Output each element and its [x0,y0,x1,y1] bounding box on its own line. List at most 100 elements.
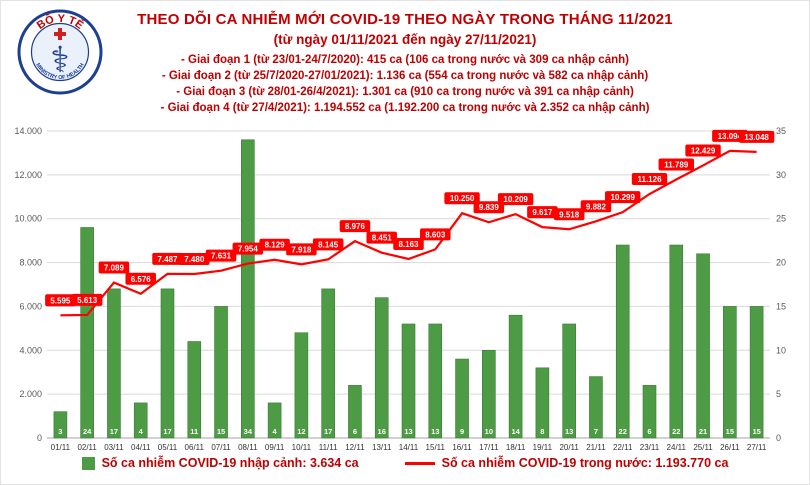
bar-value-label: 13 [404,427,412,436]
line-label-box [738,130,775,143]
line-value-label: 9.882 [586,202,607,211]
line-label-box [45,294,76,307]
line-value-label: 7.954 [238,245,259,254]
bar-value-label: 4 [273,427,278,436]
domestic-line-labels: 5.595 5.613 7.089 6.576 7.487 7.480 7.631 7.954… [45,129,775,307]
bar-value-label: 17 [324,427,332,436]
bar-18/11 [508,314,523,439]
bar-value-label: 9 [460,427,464,436]
bar-15/11 [428,323,443,439]
x-axis-label: 12/11 [345,443,365,452]
x-axis-label: 05/11 [158,443,178,452]
legend-item-imported: Số ca nhiễm COVID-19 nhập cảnh: 3.634 ca [81,456,359,470]
bar-08/11 [241,139,255,439]
bar-value-label: 13 [565,427,573,436]
chart-legend: Số ca nhiễm COVID-19 nhập cảnh: 3.634 ca… [1,456,809,470]
line-label-box [685,144,721,157]
stage-2-summary: - Giai đoạn 2 (từ 25/7/2020-27/01/2021):… [161,70,649,82]
bar-26/11 [723,306,737,439]
line-value-label: 10.209 [503,195,528,204]
bar-value-label: 15 [752,427,760,436]
x-axis-label: 20/11 [559,443,579,452]
bar-value-label: 13 [431,427,439,436]
bar-06/11 [187,341,202,439]
bar-01/11 [53,411,68,439]
x-axis-label: 10/11 [292,443,312,452]
bar-20/11 [562,323,576,439]
stage-summary-block: - Giai đoạn 1 (từ 23/01-24/7/2020): 415 … [1,52,809,116]
line-label-box [420,228,451,241]
line-value-label: 5.613 [77,296,98,305]
line-value-label: 7.631 [211,252,232,261]
x-axis-label: 08/11 [238,443,258,452]
bar-value-label: 22 [619,427,627,436]
line-value-label: 8.163 [398,240,419,249]
page-subtitle: (từ ngày 01/11/2021 đến ngày 27/11/2021) [273,32,537,47]
line-label-box [444,192,480,205]
right-axis-tick-label: 30 [776,170,786,180]
line-label-box [152,252,183,265]
logo-top-text: BỘ Y TẾ [35,13,86,32]
bar-value-label: 22 [672,427,680,436]
line-value-label: 8.976 [345,222,366,231]
x-axis-label: 26/11 [720,443,740,452]
bar-value-label: 6 [647,427,651,436]
line-value-label: 8.145 [318,240,339,249]
x-axis-label: 17/11 [479,443,499,452]
right-axis-tick-label: 20 [776,258,786,268]
x-axis-label: 19/11 [533,443,553,452]
x-axis-label: 07/11 [211,443,231,452]
x-axis-label: 11/11 [319,443,338,452]
line-label-box [658,158,694,171]
bar-value-label: 34 [244,427,253,436]
line-label-box [71,293,103,306]
bar-value-label: 11 [190,427,198,436]
bar-23/11 [642,385,657,439]
right-axis-tick-label: 35 [776,126,786,136]
line-label-box [259,238,290,251]
line-value-label: 11.126 [637,175,662,184]
left-axis-tick-label: 10.000 [14,214,42,224]
left-axis-tick-label: 12.000 [14,170,42,180]
line-value-label: 9.518 [559,210,580,219]
line-label-box [205,249,237,262]
line-value-label: 9.617 [532,208,553,217]
bar-16/11 [455,358,469,439]
bar-04/11 [133,402,148,439]
bar-value-label: 15 [217,427,225,436]
line-label-box [179,252,210,265]
bar-value-label: 3 [58,427,62,436]
line-value-label: 7.480 [184,255,205,264]
bar-21/11 [589,376,603,439]
bar-value-label: 15 [726,427,734,436]
bar-12/11 [348,385,362,439]
line-value-label: 9.839 [479,203,500,212]
left-axis-tick-label: 8.000 [19,258,42,268]
line-value-label: 5.595 [50,296,71,305]
bar-11/11 [321,288,335,439]
right-axis-tick-label: 25 [776,214,786,224]
x-axis-label: 14/11 [399,443,419,452]
bar-value-label: 21 [699,427,707,436]
bar-27/11 [749,306,764,439]
line-label-box [125,272,156,285]
line-value-label: 10.250 [450,194,475,203]
bar-07/11 [214,306,228,439]
bar-05/11 [160,288,175,439]
line-label-box [393,237,424,250]
stage-3-summary: - Giai đoạn 3 (từ 28/01-26/4/2021): 1.30… [176,86,634,98]
x-axis-label: 06/11 [185,443,205,452]
line-value-label: 11.789 [664,160,689,169]
x-axis-label: 13/11 [372,443,392,452]
bar-14/11 [401,323,416,439]
legend-item-domestic: Số ca nhiễm COVID-19 trong nước: 1.193.7… [404,456,728,470]
bar-03/11 [107,288,121,439]
right-axis-tick-label: 5 [776,389,781,399]
x-axis-label: 16/11 [452,443,472,452]
line-label-box [339,220,371,233]
bar-13/11 [374,297,389,439]
x-axis-label: 25/11 [693,443,713,452]
line-value-label: 7.487 [157,255,178,264]
